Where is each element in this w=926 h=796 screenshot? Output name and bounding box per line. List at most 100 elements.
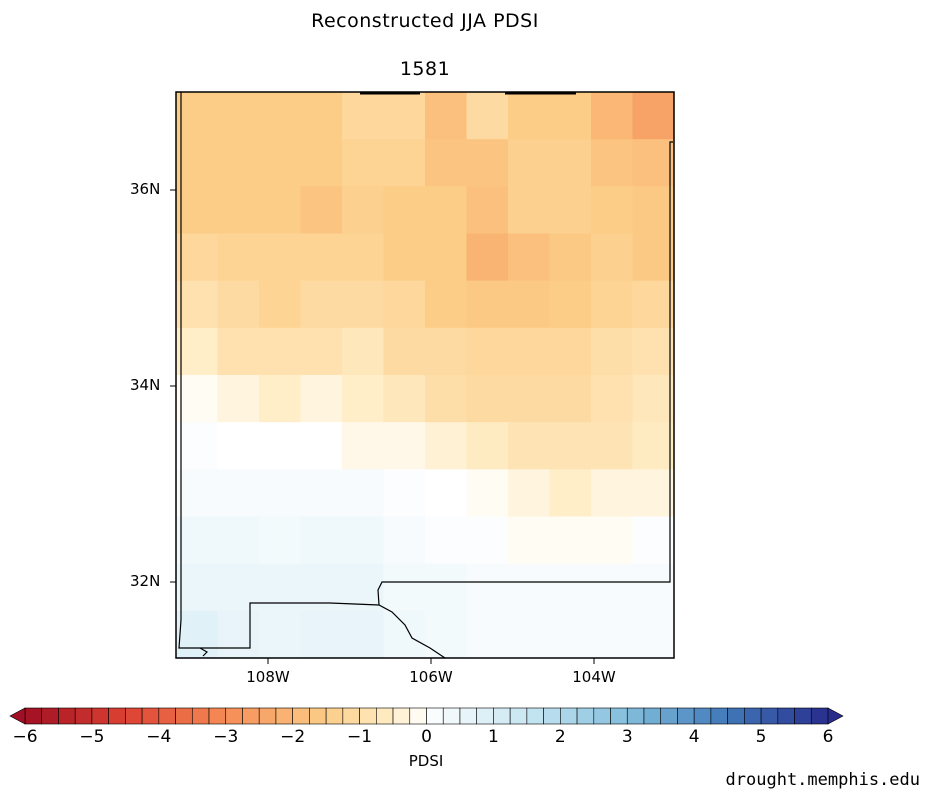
grid-cell [425,92,468,140]
grid-cell [591,92,634,140]
colorbar-segment [693,707,712,725]
colorbar-tick-label: 0 [421,727,432,747]
grid-cell [466,516,509,565]
grid-cell [383,92,426,140]
grid-cell [591,139,634,187]
grid-cell [549,516,592,565]
grid-cell [342,422,385,470]
colorbar-segment [141,707,160,725]
colorbar-segment [459,707,477,725]
grid-cell [632,233,675,282]
colorbar-segment [208,707,227,725]
colorbar-segment [543,707,561,725]
colorbar-tick-label: −6 [12,727,38,747]
pdsi-grid [176,92,675,659]
grid-cell [508,233,551,282]
grid-cell [508,186,551,235]
grid-cell [259,375,302,423]
colorbar-segment [794,707,812,725]
colorbar-segment [560,707,578,725]
grid-cell [549,610,592,659]
lon-label-104w: 104W [572,668,616,686]
grid-cell [217,422,260,470]
colorbar-segment [225,707,243,725]
grid-cell [342,92,385,140]
colorbar-segment [58,707,76,725]
map-title: Reconstructed JJA PDSI [311,10,539,32]
grid-cell [176,327,219,376]
grid-cell [176,563,219,612]
grid-cell [342,327,385,376]
colorbar-segment [727,707,745,725]
grid-cell [508,92,551,140]
colorbar-segment [509,707,528,725]
grid-cell [549,92,592,140]
grid-cell [466,469,509,518]
colorbar-tick-label: −5 [79,727,105,747]
grid-cell [549,327,592,376]
colorbar-segment [426,707,444,725]
grid-cell [591,422,634,470]
grid-cell [466,233,509,282]
map-year: 1581 [399,58,451,80]
grid-cell [466,327,509,376]
colorbar-segment [476,707,494,725]
grid-cell [591,610,634,659]
lon-label-106w: 106W [409,668,453,686]
grid-cell [383,280,426,329]
grid-cell [549,469,592,518]
grid-cell [300,469,343,518]
grid-cell [176,280,219,329]
colorbar-segment [24,707,43,725]
grid-cell [425,610,468,659]
grid-cell [176,610,219,659]
grid-cell [632,92,675,140]
grid-cell [549,375,592,423]
grid-cell [425,516,468,565]
grid-cell [549,422,592,470]
colorbar-segment [610,707,628,725]
grid-cell [259,422,302,470]
pdsi-colorbar [9,707,844,725]
grid-cell [508,469,551,518]
colorbar-segment [175,707,193,725]
grid-cell [425,563,468,612]
grid-cell [425,186,468,235]
grid-cell [383,563,426,612]
colorbar-label: PDSI [408,752,444,770]
grid-cell [342,469,385,518]
grid-cell [425,233,468,282]
grid-cell [425,280,468,329]
grid-cell [632,469,675,518]
colorbar-segment [526,707,544,725]
grid-cell [549,233,592,282]
grid-cell [591,233,634,282]
colorbar-segment [325,707,344,725]
grid-cell [176,186,219,235]
grid-cell [217,516,260,565]
grid-cell [217,375,260,423]
grid-cell [342,186,385,235]
grid-cell [342,233,385,282]
texas-border [377,141,673,606]
colorbar-segment [493,707,511,725]
colorbar-min-arrow [9,707,26,725]
grid-cell [176,139,219,187]
colorbar-tick-label: 3 [621,727,633,747]
grid-cell [591,563,634,612]
grid-cell [632,139,675,187]
grid-cell [425,375,468,423]
grid-cell [300,186,343,235]
grid-cell [632,327,675,376]
grid-cell [632,563,675,612]
grid-cell [632,422,675,470]
grid-cell [217,469,260,518]
grid-cell [508,327,551,376]
colorbar-segment [275,707,293,725]
grid-cell [632,186,675,235]
colorbar-segment [41,707,59,725]
grid-cell [508,139,551,187]
grid-cell [342,139,385,187]
grid-cell [217,610,260,659]
grid-cell [591,280,634,329]
